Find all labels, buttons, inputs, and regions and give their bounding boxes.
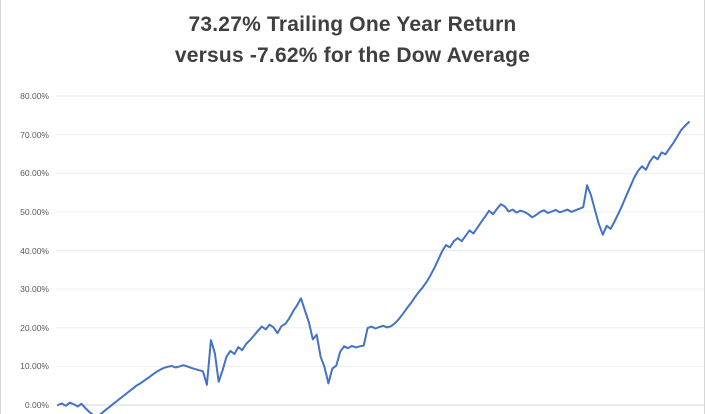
y-axis-tick-label: 0.00% (24, 400, 49, 410)
chart-title-line2: versus -7.62% for the Dow Average (174, 44, 531, 67)
chart-title: 73.27% Trailing One Year Return versus -… (1, 9, 704, 71)
y-axis-tick-label: 80.00% (20, 91, 49, 101)
y-axis-tick-label: 60.00% (20, 168, 49, 179)
y-axis-tick-label: 50.00% (20, 206, 49, 217)
y-axis-tick-label: 30.00% (20, 284, 49, 295)
y-axis-tick-label: 70.00% (20, 129, 49, 140)
chart-title-line1: 73.27% Trailing One Year Return (188, 13, 517, 36)
y-axis-tick-label: 20.00% (20, 322, 49, 333)
y-axis-tick-label: 40.00% (20, 245, 49, 256)
return-line-series (57, 121, 690, 414)
y-axis-tick-label: 10.00% (20, 361, 49, 372)
